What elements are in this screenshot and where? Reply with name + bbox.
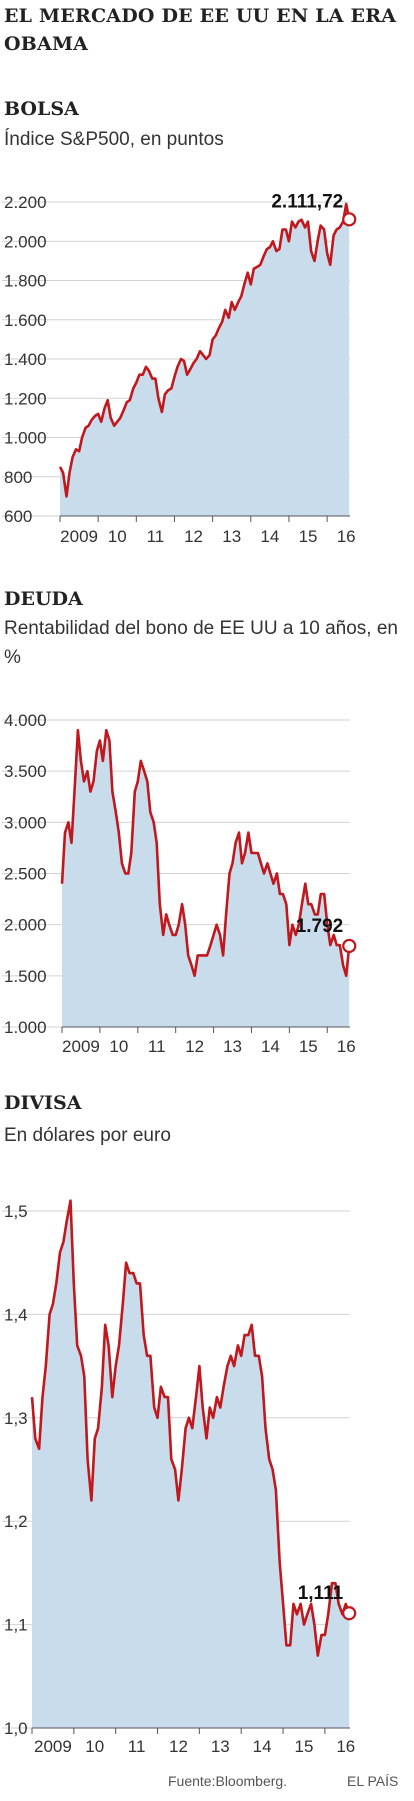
- area-fill: [60, 204, 350, 516]
- last-value-label: 1.792: [296, 916, 344, 937]
- y-tick-label: 3.500: [4, 762, 47, 781]
- x-tick-label: 16: [336, 1737, 355, 1756]
- y-tick-label: 3.000: [4, 813, 47, 832]
- x-tick-label: 15: [299, 1037, 318, 1056]
- section-title-divisa: DIVISA: [4, 1092, 82, 1114]
- y-tick-label: 600: [4, 507, 32, 526]
- y-tick-label: 1.200: [4, 389, 47, 408]
- last-value-label: 1,111: [298, 1583, 344, 1604]
- y-tick-label: 2.200: [4, 193, 47, 212]
- section-title-deuda: DEUDA: [4, 588, 83, 610]
- x-tick-label: 14: [253, 1737, 272, 1756]
- y-tick-label: 1.600: [4, 311, 47, 330]
- y-tick-label: 4.000: [4, 711, 47, 730]
- y-tick-label: 1,5: [4, 1202, 28, 1221]
- x-tick-label: 13: [211, 1737, 230, 1756]
- y-tick-label: 2.000: [4, 916, 47, 935]
- y-tick-label: 1,1: [4, 1616, 28, 1635]
- chart-divisa: 1,0 1,1 1,2 1,3 1,4 1,5 2009 10 11 12 13 14 15 16 1,11…: [2, 1199, 357, 1756]
- series-line: [30, 1199, 351, 1657]
- last-value-marker: [342, 938, 357, 954]
- x-tick-label: 10: [108, 527, 127, 546]
- y-tick-label: 1,0: [4, 1719, 28, 1738]
- last-value-marker: [342, 212, 357, 227]
- x-tick-label: 15: [295, 1737, 314, 1756]
- series-line: [60, 728, 351, 978]
- x-tick-label: 13: [223, 1037, 242, 1056]
- y-tick-label: 1,3: [4, 1409, 28, 1428]
- y-tick-label: 1.400: [4, 350, 47, 369]
- y-tick-label: 2.000: [4, 232, 47, 251]
- x-tick-label: 12: [184, 527, 203, 546]
- x-tick-label: 2009: [34, 1737, 72, 1756]
- x-tick-label: 14: [261, 1037, 280, 1056]
- y-tick-label: 800: [4, 468, 32, 487]
- x-tick-label: 2009: [62, 1037, 100, 1056]
- y-tick-label: 2.500: [4, 865, 47, 884]
- x-tick-label: 10: [85, 1737, 104, 1756]
- x-tick-label: 11: [128, 1737, 146, 1756]
- section-title-bolsa: BOLSA: [4, 98, 79, 120]
- x-tick-label: 13: [222, 527, 241, 546]
- y-tick-label: 1,4: [4, 1305, 28, 1324]
- x-tick-label: 12: [169, 1737, 188, 1756]
- subtitle-bolsa: Índice S&P500, en puntos: [4, 129, 224, 150]
- x-tick-label: 16: [337, 1037, 356, 1056]
- chart-deuda: 1.000 1.500 2.000 2.500 3.000 3.500 4.000 2009 1…: [2, 711, 357, 1056]
- x-tick-label: 10: [109, 1037, 128, 1056]
- y-tick-label: 1.000: [4, 429, 47, 448]
- brand-label: EL PAÍS: [347, 1773, 399, 1789]
- subtitle-divisa: En dólares por euro: [4, 1125, 171, 1146]
- area-fill: [32, 1200, 350, 1728]
- x-tick-label: 11: [148, 1037, 166, 1056]
- x-tick-label: 11: [147, 527, 165, 546]
- y-tick-label: 1.500: [4, 967, 47, 986]
- page-title: EL MERCADO DE EE UU EN LA ERA OBAMA: [4, 5, 397, 55]
- x-tick-label: 15: [299, 527, 318, 546]
- last-value-label: 2.111,72: [271, 191, 343, 212]
- chart-bolsa: 600 800 1.000 1.200 1.400 1.600 1.800 2.000 2.20…: [2, 191, 357, 546]
- area-fill: [62, 730, 350, 1027]
- last-value-marker: [342, 1606, 357, 1621]
- x-tick-label: 2009: [60, 527, 98, 546]
- y-tick-label: 1.800: [4, 272, 47, 291]
- series-line: [58, 202, 351, 498]
- x-tick-label: 12: [185, 1037, 204, 1056]
- subtitle-deuda: Rentabilidad del bono de EE UU a 10 años…: [4, 618, 398, 668]
- x-tick-label: 16: [337, 527, 356, 546]
- source-note: Fuente:Bloomberg.: [168, 1773, 288, 1789]
- y-tick-label: 1.000: [4, 1018, 47, 1037]
- y-tick-label: 1,2: [4, 1512, 28, 1531]
- x-tick-label: 14: [260, 527, 279, 546]
